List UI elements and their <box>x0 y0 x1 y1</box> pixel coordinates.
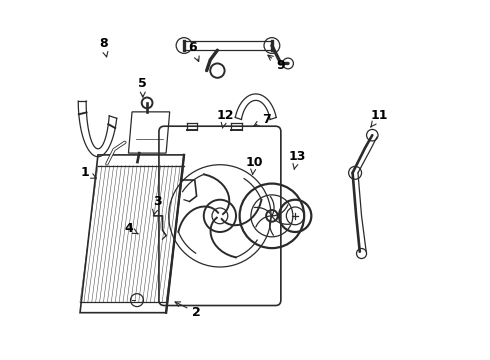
Text: 11: 11 <box>371 109 388 127</box>
Text: 10: 10 <box>245 156 263 175</box>
Text: 3: 3 <box>153 195 161 215</box>
Text: 1: 1 <box>81 166 96 179</box>
Text: 5: 5 <box>138 77 147 97</box>
Text: 4: 4 <box>124 222 138 235</box>
Text: 12: 12 <box>217 109 234 128</box>
Text: 13: 13 <box>288 150 306 169</box>
Text: 6: 6 <box>189 41 199 62</box>
Text: 9: 9 <box>268 55 285 72</box>
Text: 8: 8 <box>99 37 108 57</box>
Text: 2: 2 <box>175 302 201 319</box>
Text: 7: 7 <box>254 113 271 126</box>
